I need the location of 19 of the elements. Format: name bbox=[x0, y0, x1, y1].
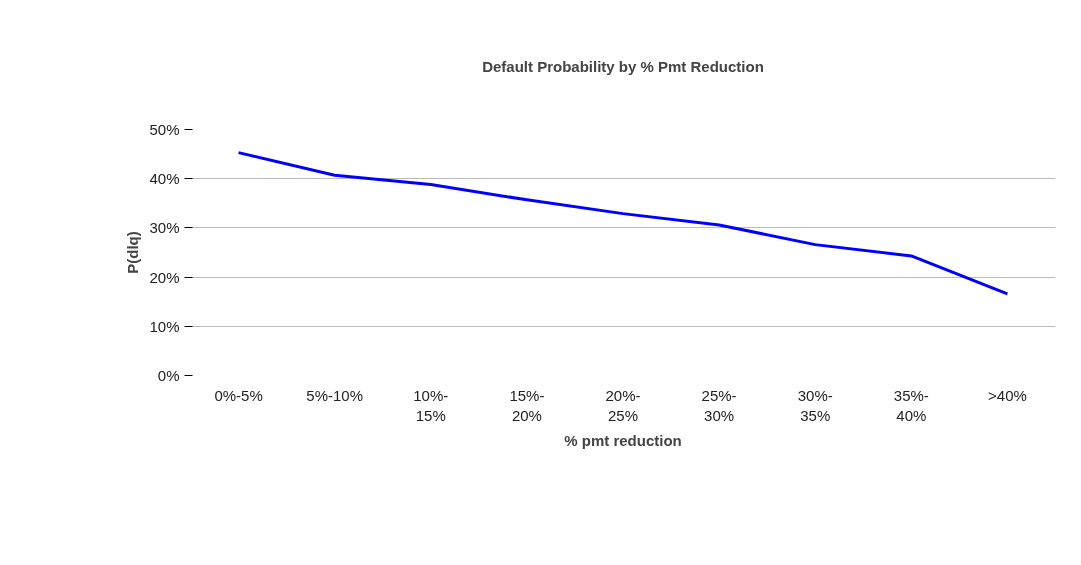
x-tick-label: 35%-40% bbox=[893, 386, 929, 424]
x-tick-label: 10%-15% bbox=[413, 386, 449, 424]
y-tick-label: 40% bbox=[149, 170, 180, 188]
y-tick-label: 10% bbox=[149, 317, 180, 335]
x-tick-label: 30%-35% bbox=[797, 386, 833, 424]
y-tick-label: 20% bbox=[149, 268, 180, 286]
y-tick-label: 50% bbox=[149, 121, 180, 138]
x-tick-label: >40% bbox=[988, 386, 1027, 404]
y-tick-label: 30% bbox=[149, 219, 180, 237]
y-axis-title: P(dlq) bbox=[124, 231, 142, 274]
chart-title: Default Probability by % Pmt Reduction bbox=[482, 57, 764, 75]
x-tick-label: 25%-30% bbox=[701, 386, 737, 424]
x-tick-label: 15%-20% bbox=[509, 386, 545, 424]
x-axis-title: % pmt reduction bbox=[564, 431, 682, 449]
y-tick-label: 0% bbox=[157, 367, 180, 384]
x-tick-label: 5%-10% bbox=[306, 386, 364, 404]
x-tick-label: 20%-25% bbox=[605, 386, 641, 424]
x-tick-label: 0%-5% bbox=[214, 386, 263, 404]
line-series bbox=[237, 151, 1009, 296]
